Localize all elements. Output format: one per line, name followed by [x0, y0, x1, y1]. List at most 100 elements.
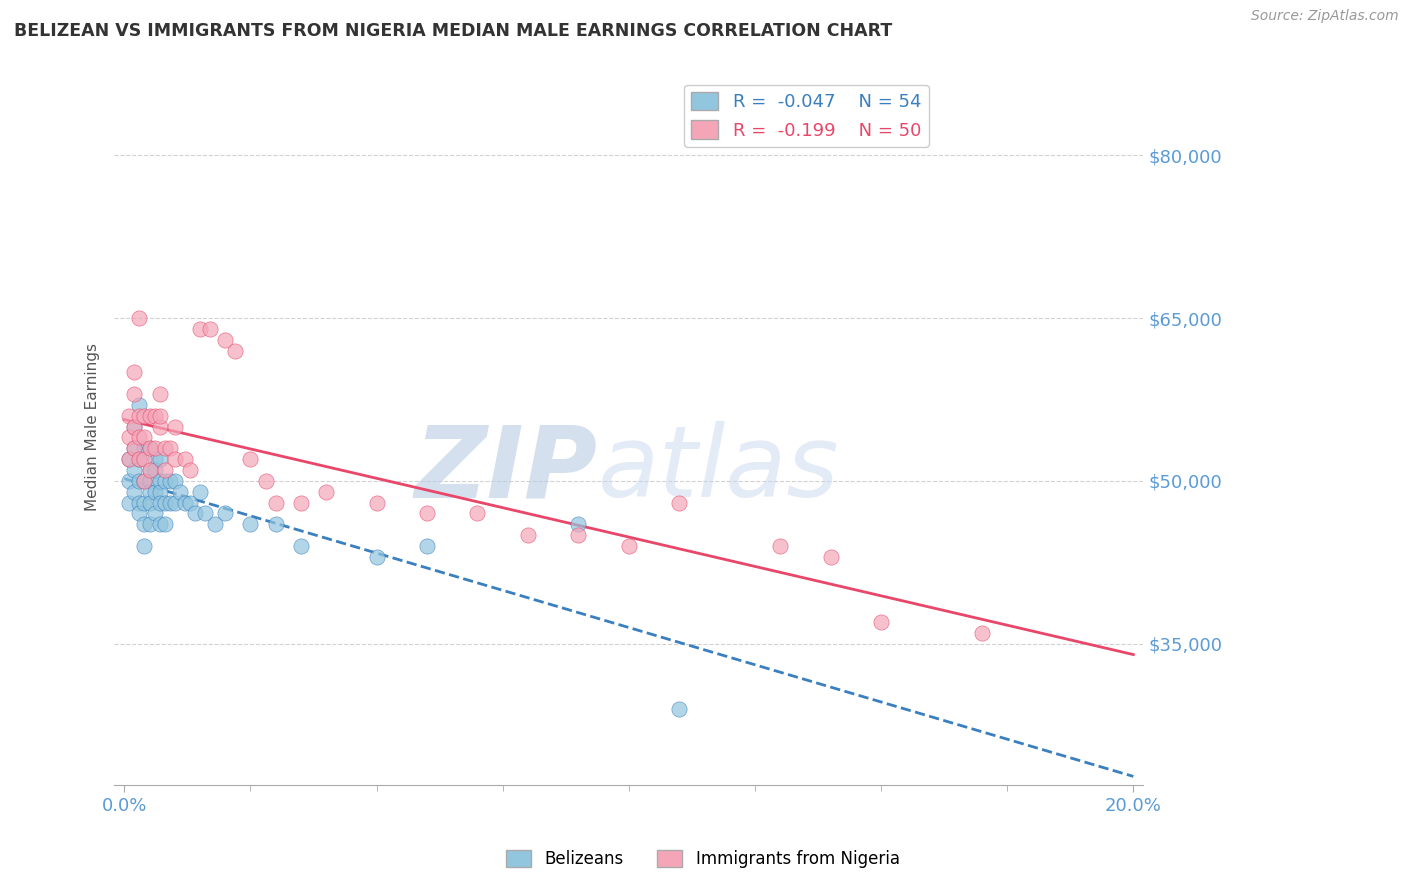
Point — [668, 495, 690, 509]
Point — [118, 474, 141, 488]
Point — [870, 615, 893, 629]
Point — [467, 507, 489, 521]
Point — [163, 495, 186, 509]
Point — [128, 430, 150, 444]
Point — [118, 409, 141, 423]
Point — [118, 452, 141, 467]
Point — [138, 517, 160, 532]
Point — [149, 387, 172, 401]
Point — [239, 517, 262, 532]
Point — [149, 474, 172, 488]
Legend: Belizeans, Immigrants from Nigeria: Belizeans, Immigrants from Nigeria — [499, 843, 907, 875]
Point — [124, 463, 146, 477]
Point — [138, 474, 160, 488]
Point — [134, 452, 156, 467]
Point — [128, 311, 150, 326]
Point — [163, 474, 186, 488]
Point — [516, 528, 538, 542]
Point — [138, 442, 160, 456]
Y-axis label: Median Male Earnings: Median Male Earnings — [86, 343, 100, 510]
Point — [124, 442, 146, 456]
Point — [214, 507, 236, 521]
Point — [224, 343, 246, 358]
Point — [264, 517, 287, 532]
Point — [204, 517, 226, 532]
Point — [124, 484, 146, 499]
Point — [173, 452, 195, 467]
Point — [149, 495, 172, 509]
Point — [416, 539, 439, 553]
Point — [124, 442, 146, 456]
Point — [143, 452, 166, 467]
Point — [153, 442, 176, 456]
Point — [179, 495, 201, 509]
Point — [124, 365, 146, 379]
Point — [153, 495, 176, 509]
Text: atlas: atlas — [598, 421, 839, 518]
Text: BELIZEAN VS IMMIGRANTS FROM NIGERIA MEDIAN MALE EARNINGS CORRELATION CHART: BELIZEAN VS IMMIGRANTS FROM NIGERIA MEDI… — [14, 22, 893, 40]
Point — [143, 463, 166, 477]
Text: ZIP: ZIP — [415, 421, 598, 518]
Point — [159, 474, 181, 488]
Point — [143, 484, 166, 499]
Point — [184, 507, 207, 521]
Point — [149, 409, 172, 423]
Legend: R =  -0.047    N = 54, R =  -0.199    N = 50: R = -0.047 N = 54, R = -0.199 N = 50 — [685, 85, 928, 147]
Point — [138, 442, 160, 456]
Point — [163, 452, 186, 467]
Point — [188, 322, 211, 336]
Point — [366, 549, 388, 564]
Point — [290, 495, 312, 509]
Point — [128, 452, 150, 467]
Point — [128, 474, 150, 488]
Point — [128, 495, 150, 509]
Point — [128, 452, 150, 467]
Point — [820, 549, 842, 564]
Point — [188, 484, 211, 499]
Point — [118, 495, 141, 509]
Point — [134, 474, 156, 488]
Point — [617, 539, 640, 553]
Point — [163, 419, 186, 434]
Point — [668, 702, 690, 716]
Point — [118, 430, 141, 444]
Point — [138, 463, 160, 477]
Point — [239, 452, 262, 467]
Point — [769, 539, 792, 553]
Point — [254, 474, 277, 488]
Text: Source: ZipAtlas.com: Source: ZipAtlas.com — [1251, 9, 1399, 23]
Point — [134, 409, 156, 423]
Point — [128, 398, 150, 412]
Point — [143, 507, 166, 521]
Point — [134, 430, 156, 444]
Point — [159, 495, 181, 509]
Point — [173, 495, 195, 509]
Point — [138, 463, 160, 477]
Point — [149, 452, 172, 467]
Point — [138, 495, 160, 509]
Point — [567, 517, 589, 532]
Point — [138, 409, 160, 423]
Point — [264, 495, 287, 509]
Point — [149, 484, 172, 499]
Point — [124, 419, 146, 434]
Point — [366, 495, 388, 509]
Point — [128, 409, 150, 423]
Point — [134, 539, 156, 553]
Point — [134, 474, 156, 488]
Point — [118, 452, 141, 467]
Point — [134, 495, 156, 509]
Point — [194, 507, 217, 521]
Point — [567, 528, 589, 542]
Point — [214, 333, 236, 347]
Point — [149, 517, 172, 532]
Point — [134, 442, 156, 456]
Point — [124, 419, 146, 434]
Point — [315, 484, 337, 499]
Point — [143, 442, 166, 456]
Point — [416, 507, 439, 521]
Point — [149, 419, 172, 434]
Point — [124, 387, 146, 401]
Point — [134, 517, 156, 532]
Point — [143, 409, 166, 423]
